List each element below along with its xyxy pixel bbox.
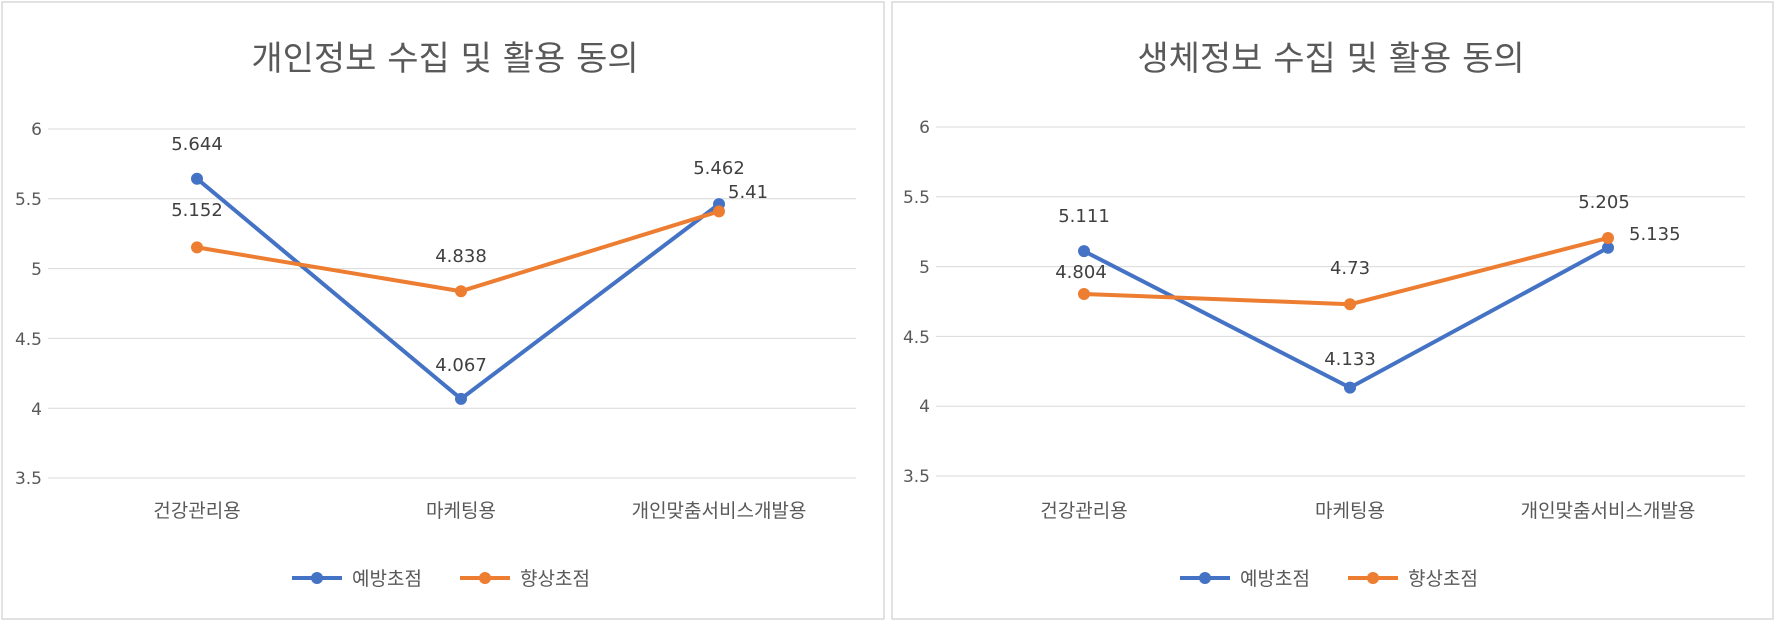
chart-1-label-prevention-health: 5.644 (171, 134, 223, 155)
chart-1: 개인정보 수집 및 활용 동의 6 5.5 5 4.5 4 3.5 건강관리용 … (15, 39, 856, 590)
chart-2-title: 생체정보 수집 및 활용 동의 (1137, 39, 1524, 79)
chart-1-ytick-3.5: 3.5 (15, 469, 42, 489)
chart-2-legend-promotion-marker (1367, 572, 1379, 584)
chart-2-legend: 예방초점 향상초점 (1180, 568, 1478, 590)
chart-2-label-prevention-personalized: 5.135 (1629, 224, 1681, 245)
chart-1-point-promotion-health (191, 241, 203, 254)
chart-2-point-prevention-personalized (1602, 241, 1614, 254)
chart-2-xtick-marketing: 마케팅용 (1315, 500, 1385, 522)
chart-1-y-axis: 6 5.5 5 4.5 4 3.5 (15, 120, 42, 489)
chart-2-point-promotion-personalized (1602, 231, 1614, 244)
chart-2-y-axis: 6 5.5 5 4.5 4 3.5 (903, 118, 930, 487)
chart-2-frame (891, 1, 1774, 620)
chart-1-ytick-5.5: 5.5 (15, 190, 42, 210)
chart-1-point-promotion-personalized (713, 205, 725, 218)
chart-1-point-promotion-marketing (455, 285, 467, 298)
chart-1-data-labels: 5.644 5.152 4.838 4.067 5.462 5.41 (171, 134, 768, 376)
chart-2-series (1078, 231, 1614, 394)
chart-2-ytick-4: 4 (919, 397, 930, 417)
chart-2-ytick-3.5: 3.5 (903, 467, 930, 487)
chart-1-legend-prevention-label: 예방초점 (352, 568, 422, 590)
chart-2-ytick-6: 6 (919, 118, 930, 138)
chart-1-ytick-5: 5 (31, 260, 42, 280)
chart-2-label-promotion-health: 4.804 (1055, 262, 1107, 283)
chart-2-xtick-health: 건강관리용 (1040, 500, 1127, 522)
chart-1-point-prevention-health (191, 172, 203, 185)
chart-2-label-prevention-marketing: 4.133 (1324, 349, 1376, 370)
chart-2-legend-prevention-marker (1199, 572, 1211, 584)
chart-1-legend-promotion-label: 향상초점 (520, 568, 590, 590)
chart-1-label-promotion-personalized: 5.41 (728, 182, 768, 203)
chart-1-ytick-4: 4 (31, 400, 42, 420)
chart-1-point-prevention-marketing (455, 392, 467, 405)
chart-1-label-prevention-marketing: 4.067 (435, 355, 487, 376)
chart-1-ytick-6: 6 (31, 120, 42, 140)
chart-1-series (191, 172, 725, 405)
chart-1-xtick-health: 건강관리용 (153, 500, 240, 522)
chart-2-legend-promotion-label: 향상초점 (1408, 568, 1478, 590)
chart-1-legend-prevention-marker (311, 572, 323, 584)
chart-2-point-promotion-marketing (1344, 298, 1356, 311)
chart-2-ytick-5: 5 (919, 258, 930, 278)
chart-2-label-promotion-personalized: 5.205 (1578, 192, 1630, 213)
chart-1-label-prevention-personalized: 5.462 (693, 158, 745, 179)
chart-1-xtick-marketing: 마케팅용 (426, 500, 496, 522)
chart-1-legend-promotion-marker (479, 572, 491, 584)
chart-2-label-promotion-marketing: 4.73 (1330, 258, 1370, 279)
chart-2: 생체정보 수집 및 활용 동의 6 5.5 5 4.5 4 3.5 건강관리용 … (903, 39, 1745, 590)
chart-1-label-promotion-health: 5.152 (171, 200, 223, 221)
chart-1-x-axis: 건강관리용 마케팅용 개인맞춤서비스개발용 (153, 500, 806, 522)
chart-1-frame (1, 1, 885, 620)
chart-2-xtick-personalized: 개인맞춤서비스개발용 (1521, 500, 1696, 522)
chart-1-gridlines (48, 128, 856, 479)
chart-2-point-prevention-marketing (1344, 381, 1356, 394)
chart-2-point-promotion-health (1078, 287, 1090, 300)
chart-2-data-labels: 5.111 4.804 4.73 4.133 5.205 5.135 (1055, 192, 1680, 370)
chart-2-gridlines (936, 126, 1745, 477)
chart-2-legend-prevention-label: 예방초점 (1240, 568, 1310, 590)
chart-2-x-axis: 건강관리용 마케팅용 개인맞춤서비스개발용 (1040, 500, 1695, 522)
chart-2-point-prevention-health (1078, 245, 1090, 258)
chart-1-legend: 예방초점 향상초점 (292, 568, 590, 590)
chart-1-title: 개인정보 수집 및 활용 동의 (251, 39, 638, 79)
chart-1-label-promotion-marketing: 4.838 (435, 246, 487, 267)
chart-1-ytick-4.5: 4.5 (15, 330, 42, 350)
chart-1-xtick-personalized: 개인맞춤서비스개발용 (632, 500, 807, 522)
chart-2-ytick-4.5: 4.5 (903, 328, 930, 348)
chart-2-label-prevention-health: 5.111 (1058, 206, 1110, 227)
chart-2-ytick-5.5: 5.5 (903, 188, 930, 208)
